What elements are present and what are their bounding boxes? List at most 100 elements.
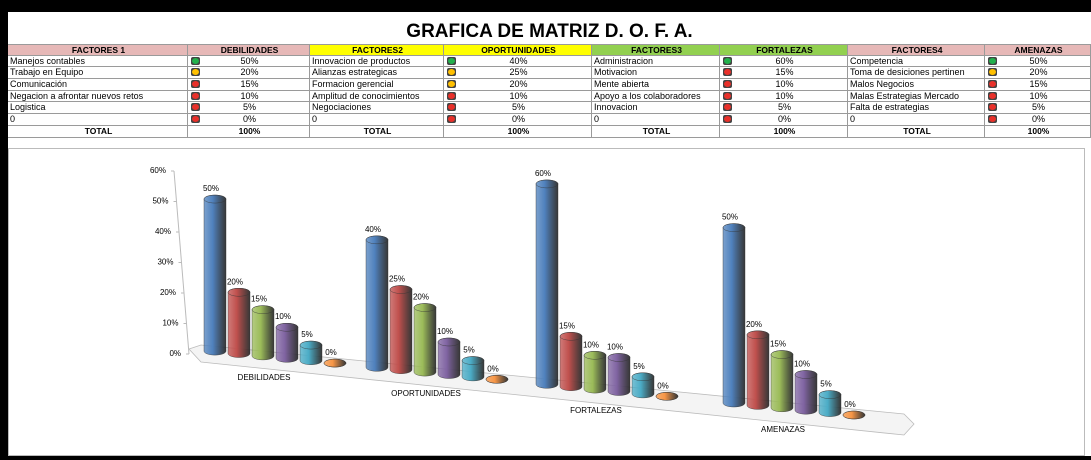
cell-text: 15%	[775, 67, 794, 78]
cylinder-bar	[770, 350, 794, 412]
factor-cell: 0	[592, 114, 720, 126]
data-label: 0%	[487, 364, 499, 373]
status-icon	[988, 68, 997, 77]
table-row: FACTORES 1 DEBILIDADES FACTORES2 OPORTUNIDA…	[8, 44, 1091, 56]
percent-cell: 50%	[188, 55, 310, 68]
y-tick-label: 60%	[150, 166, 166, 175]
total-cell: 100%	[985, 125, 1091, 138]
cell-text: 10%	[1029, 90, 1048, 101]
x-tick-label: DEBILIDADES	[238, 373, 291, 382]
data-label: 20%	[227, 277, 243, 286]
cell-text: 50%	[240, 55, 259, 66]
status-icon	[191, 80, 200, 89]
status-icon	[191, 91, 200, 100]
data-label: 5%	[633, 362, 645, 371]
percent-cell: 5%	[444, 102, 592, 115]
cylinder-bar	[818, 390, 842, 417]
y-tick-label: 0%	[169, 349, 181, 358]
percent-cell: 40%	[444, 55, 592, 68]
factor-cell: 0	[8, 114, 188, 126]
percent-cell: 60%	[720, 55, 848, 68]
factor-cell: Mente abierta	[592, 79, 720, 91]
status-icon	[191, 56, 200, 65]
cylinder-bar	[655, 392, 679, 401]
table-row: Trabajo en Equipo 20% Alianzas estrategica…	[8, 67, 1091, 80]
status-icon	[447, 91, 456, 100]
percent-cell: 20%	[444, 79, 592, 91]
cylinder-bar	[323, 358, 347, 368]
cell-text: 5%	[777, 102, 791, 113]
cell-text: 5%	[511, 102, 525, 113]
table-row: Comunicación 15% Formacion gerencial 20% Men…	[8, 79, 1091, 91]
total-cell: 100%	[720, 125, 848, 138]
total-cell: TOTAL	[8, 125, 188, 138]
percent-cell: 5%	[985, 102, 1091, 115]
status-icon	[988, 91, 997, 100]
cylinder-bar	[631, 372, 655, 399]
table-row: TOTAL 100% TOTAL 100% TOTAL 100% TOTAL 100%	[8, 125, 1091, 138]
cell-text: 15%	[1029, 79, 1048, 90]
data-label: 20%	[746, 320, 762, 329]
cell-text: 20%	[1029, 67, 1048, 78]
table-row: Negacion a afrontar nuevos retos 10% Ampli…	[8, 90, 1091, 103]
cylinder-bar	[607, 353, 631, 396]
percent-cell: 5%	[188, 102, 310, 115]
percent-cell: 0%	[188, 114, 310, 126]
status-icon	[988, 103, 997, 112]
percent-cell: 50%	[985, 55, 1091, 68]
status-icon	[988, 80, 997, 89]
y-tick-label: 40%	[155, 227, 171, 236]
cell-text: Malas Estrategias Mercado	[850, 90, 960, 101]
status-icon	[191, 103, 200, 112]
cylinder-bar	[275, 323, 299, 363]
cylinder-bar	[722, 223, 746, 408]
header-cell: FACTORES3	[592, 44, 720, 56]
factor-cell: Motivacion	[592, 67, 720, 80]
factor-cell: Innovacion de productos	[310, 55, 444, 68]
cell-text: Falta de estrategias	[850, 102, 930, 113]
cell-text: 50%	[1029, 55, 1048, 66]
data-label: 0%	[844, 400, 856, 409]
status-icon	[723, 68, 732, 77]
cylinder-bar	[559, 332, 583, 391]
status-icon	[988, 56, 997, 65]
cell-text: 60%	[775, 55, 794, 66]
cell-text: Negacion a afrontar nuevos retos	[10, 90, 144, 101]
data-label: 15%	[559, 321, 575, 330]
table-row: Manejos contables 50% Innovacion de produc…	[8, 55, 1091, 68]
cell-text: 0	[312, 114, 318, 125]
cell-text: Negociaciones	[312, 102, 372, 113]
chart: 0% 10% 20% 30% 40% 50% 60% 50% 20% 15% 10% 5% 0% DEBI…	[8, 148, 1085, 456]
data-label: 60%	[535, 169, 551, 178]
percent-cell: 20%	[985, 67, 1091, 80]
cell-text: Innovacion de productos	[312, 55, 411, 66]
percent-cell: 10%	[188, 90, 310, 103]
data-label: 40%	[365, 225, 381, 234]
table-row: 0 0% 0 0% 0 0% 0 0%	[8, 114, 1091, 126]
percent-cell: 15%	[188, 79, 310, 91]
total-cell: TOTAL	[310, 125, 444, 138]
y-tick-label: 10%	[162, 319, 178, 328]
cell-text: 40%	[509, 55, 528, 66]
cylinder-bar	[535, 179, 559, 389]
cell-text: 20%	[509, 79, 528, 90]
status-icon	[447, 80, 456, 89]
cell-text: 0%	[242, 114, 256, 125]
cylinder-bar	[485, 375, 509, 384]
data-label: 15%	[770, 340, 786, 349]
cell-text: Logistica	[10, 102, 46, 113]
x-tick-label: FORTALEZAS	[570, 406, 622, 415]
factor-cell: Negociaciones	[310, 102, 444, 115]
total-cell: 100%	[444, 125, 592, 138]
cell-text: Comunicación	[10, 79, 68, 90]
cylinder-bar	[365, 235, 389, 372]
cell-text: Mente abierta	[594, 79, 650, 90]
factor-cell: Comunicación	[8, 79, 188, 91]
status-icon	[723, 91, 732, 100]
cell-text: Administracion	[594, 55, 654, 66]
factor-cell: Toma de desiciones pertinen	[848, 67, 985, 80]
cell-text: 25%	[509, 67, 528, 78]
data-label: 15%	[251, 295, 267, 304]
header-cell: DEBILIDADES	[188, 44, 310, 56]
